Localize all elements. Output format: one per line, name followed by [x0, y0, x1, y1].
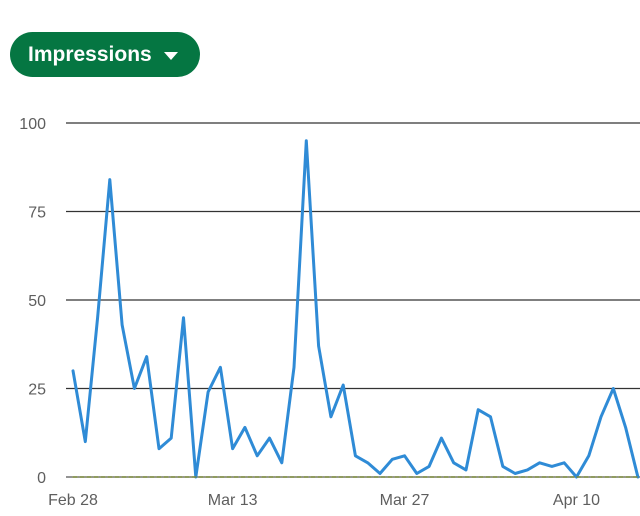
caret-down-icon	[163, 51, 178, 60]
y-tick-label-75: 75	[28, 205, 46, 222]
series-line-1	[71, 139, 640, 479]
impressions-dropdown-button[interactable]: Impressions	[10, 32, 200, 77]
x-tick-label-mar-13: Mar 13	[208, 492, 258, 509]
y-tick-label-50: 50	[28, 293, 46, 310]
x-tick-label-apr-10: Apr 10	[553, 492, 600, 509]
x-tick-label-feb-28: Feb 28	[48, 492, 98, 509]
y-tick-label-100: 100	[19, 116, 46, 133]
y-tick-label-25: 25	[28, 382, 46, 399]
y-tick-label-0: 0	[37, 470, 46, 487]
x-tick-label-mar-27: Mar 27	[380, 492, 430, 509]
impressions-dropdown-label: Impressions	[28, 42, 152, 66]
